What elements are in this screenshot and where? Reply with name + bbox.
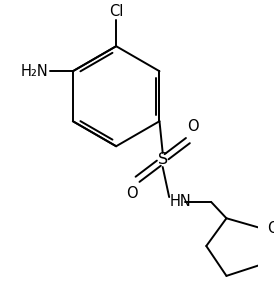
Text: Cl: Cl (109, 4, 123, 19)
Text: H₂N: H₂N (21, 64, 49, 79)
Text: O: O (126, 186, 138, 201)
Text: HN: HN (169, 194, 191, 210)
Text: S: S (158, 153, 168, 168)
Text: O: O (267, 221, 274, 236)
Text: O: O (187, 119, 199, 134)
